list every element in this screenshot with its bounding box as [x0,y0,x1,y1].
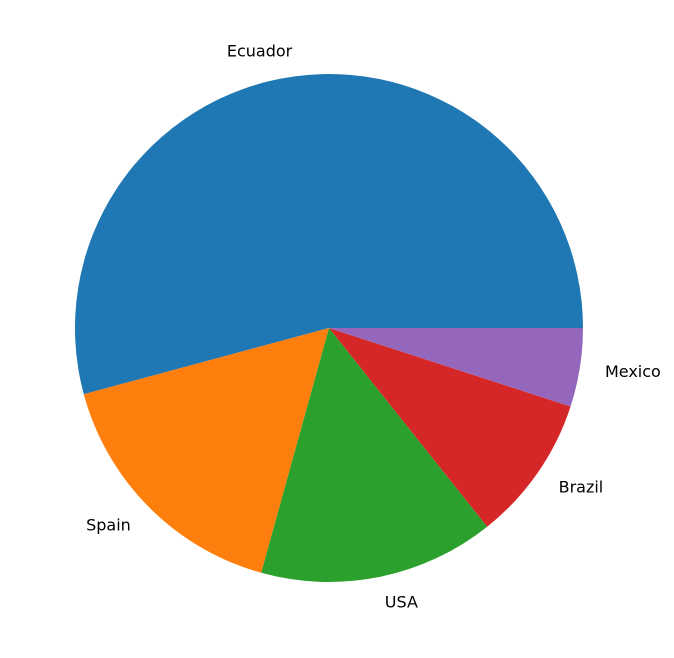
pie-label-usa: USA [385,592,418,611]
pie-slice-ecuador [75,74,584,395]
pie-slice-mexico [329,328,583,407]
pie-slice-brazil [329,328,571,527]
pie-labels: Ecuador Spain USA Brazil Mexico [86,42,661,612]
pie-slices [75,74,584,582]
pie-label-mexico: Mexico [605,362,661,381]
pie-label-brazil: Brazil [559,478,604,497]
pie-label-ecuador: Ecuador [227,42,293,61]
pie-label-spain: Spain [86,515,131,534]
pie-slice-usa [261,328,488,582]
pie-slice-spain [83,328,329,573]
